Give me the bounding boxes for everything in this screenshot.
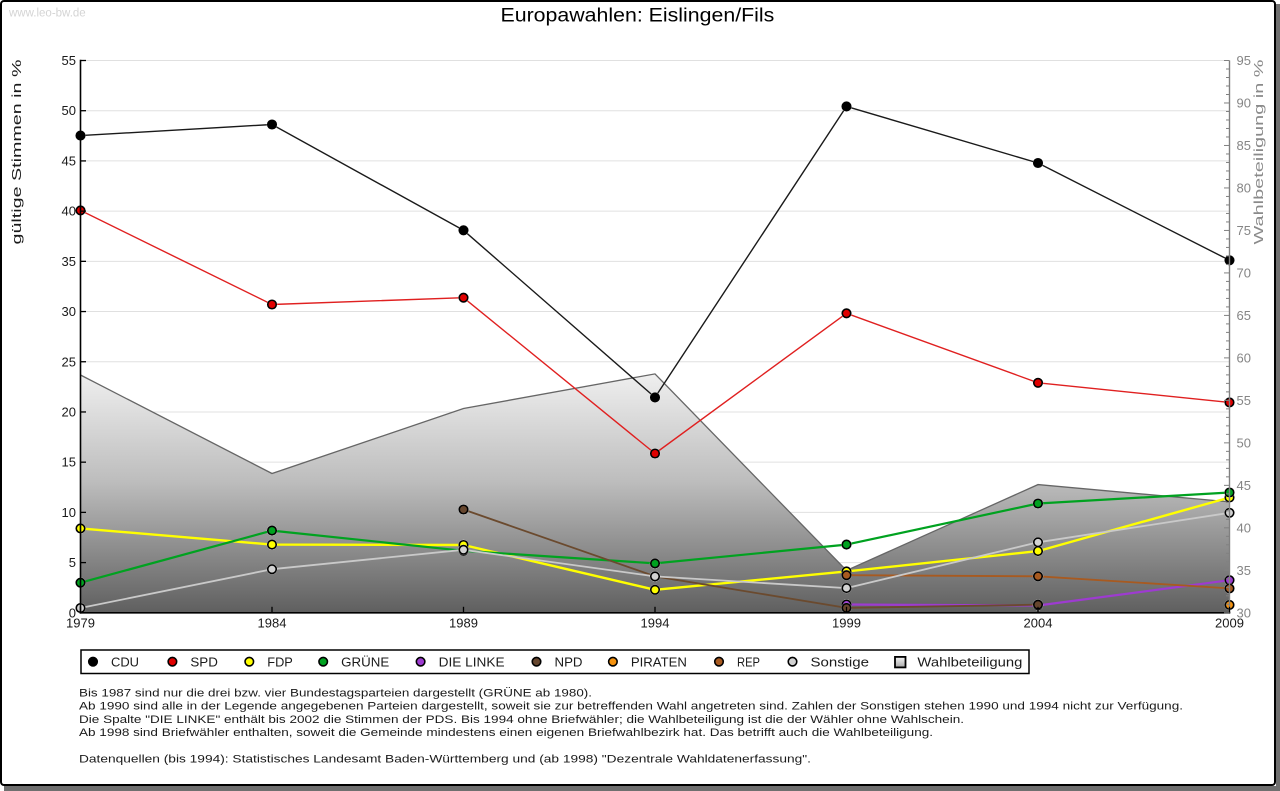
svg-text:www.leo-bw.de: www.leo-bw.de [8, 8, 86, 20]
svg-text:75: 75 [1237, 223, 1251, 238]
svg-text:35: 35 [1237, 563, 1251, 578]
svg-text:1989: 1989 [449, 616, 478, 631]
svg-text:Sonstige: Sonstige [811, 654, 870, 669]
svg-text:55: 55 [62, 53, 76, 68]
svg-text:45: 45 [62, 153, 76, 168]
svg-text:65: 65 [1237, 308, 1251, 323]
svg-text:1999: 1999 [832, 616, 861, 631]
svg-text:15: 15 [62, 455, 76, 470]
svg-text:20: 20 [62, 405, 76, 420]
svg-text:SPD: SPD [190, 654, 218, 669]
svg-text:Die Spalte "DIE LINKE" enthält: Die Spalte "DIE LINKE" enthält bis 2002 … [79, 714, 964, 726]
svg-text:1979: 1979 [66, 616, 95, 631]
svg-text:Europawahlen: Eislingen/Fils: Europawahlen: Eislingen/Fils [501, 6, 775, 27]
svg-text:CDU: CDU [111, 654, 139, 669]
svg-text:45: 45 [1237, 478, 1251, 493]
svg-text:50: 50 [1237, 435, 1251, 450]
svg-text:Ab 1998 sind Briefwähler entha: Ab 1998 sind Briefwähler enthalten, sowe… [79, 727, 933, 739]
svg-text:REP: REP [737, 654, 760, 669]
svg-text:NPD: NPD [555, 654, 583, 669]
svg-text:1994: 1994 [641, 616, 670, 631]
svg-text:Ab 1990 sind alle in der Legen: Ab 1990 sind alle in der Legende angegeb… [79, 701, 1183, 713]
svg-text:Datenquellen (bis 1994): Stati: Datenquellen (bis 1994): Statistisches L… [79, 754, 811, 766]
svg-text:Wahlbeteiligung in %: Wahlbeteiligung in % [1251, 59, 1266, 245]
svg-text:70: 70 [1237, 265, 1251, 280]
svg-text:Wahlbeteiligung: Wahlbeteiligung [917, 654, 1022, 669]
svg-text:10: 10 [62, 505, 76, 520]
svg-text:40: 40 [62, 204, 76, 219]
svg-text:95: 95 [1237, 53, 1251, 68]
svg-text:55: 55 [1237, 393, 1251, 408]
svg-text:GRÜNE: GRÜNE [341, 654, 389, 669]
svg-text:Bis 1987 sind nur die drei bzw: Bis 1987 sind nur die drei bzw. vier Bun… [79, 688, 592, 700]
svg-text:2009: 2009 [1215, 616, 1244, 631]
svg-text:40: 40 [1237, 520, 1251, 535]
svg-text:2004: 2004 [1024, 616, 1053, 631]
svg-text:80: 80 [1237, 181, 1251, 196]
svg-text:60: 60 [1237, 350, 1251, 365]
svg-text:5: 5 [69, 555, 76, 570]
svg-text:1984: 1984 [258, 616, 287, 631]
svg-text:85: 85 [1237, 138, 1251, 153]
svg-text:30: 30 [62, 304, 76, 319]
svg-text:35: 35 [62, 254, 76, 269]
svg-text:PIRATEN: PIRATEN [631, 654, 687, 669]
svg-text:25: 25 [62, 354, 76, 369]
svg-text:90: 90 [1237, 96, 1251, 111]
svg-text:FDP: FDP [267, 654, 293, 669]
svg-text:0: 0 [69, 605, 76, 620]
svg-text:DIE LINKE: DIE LINKE [439, 654, 505, 669]
svg-text:30: 30 [1237, 605, 1251, 620]
svg-text:gültige Stimmen in %: gültige Stimmen in % [9, 59, 24, 245]
svg-text:50: 50 [62, 103, 76, 118]
